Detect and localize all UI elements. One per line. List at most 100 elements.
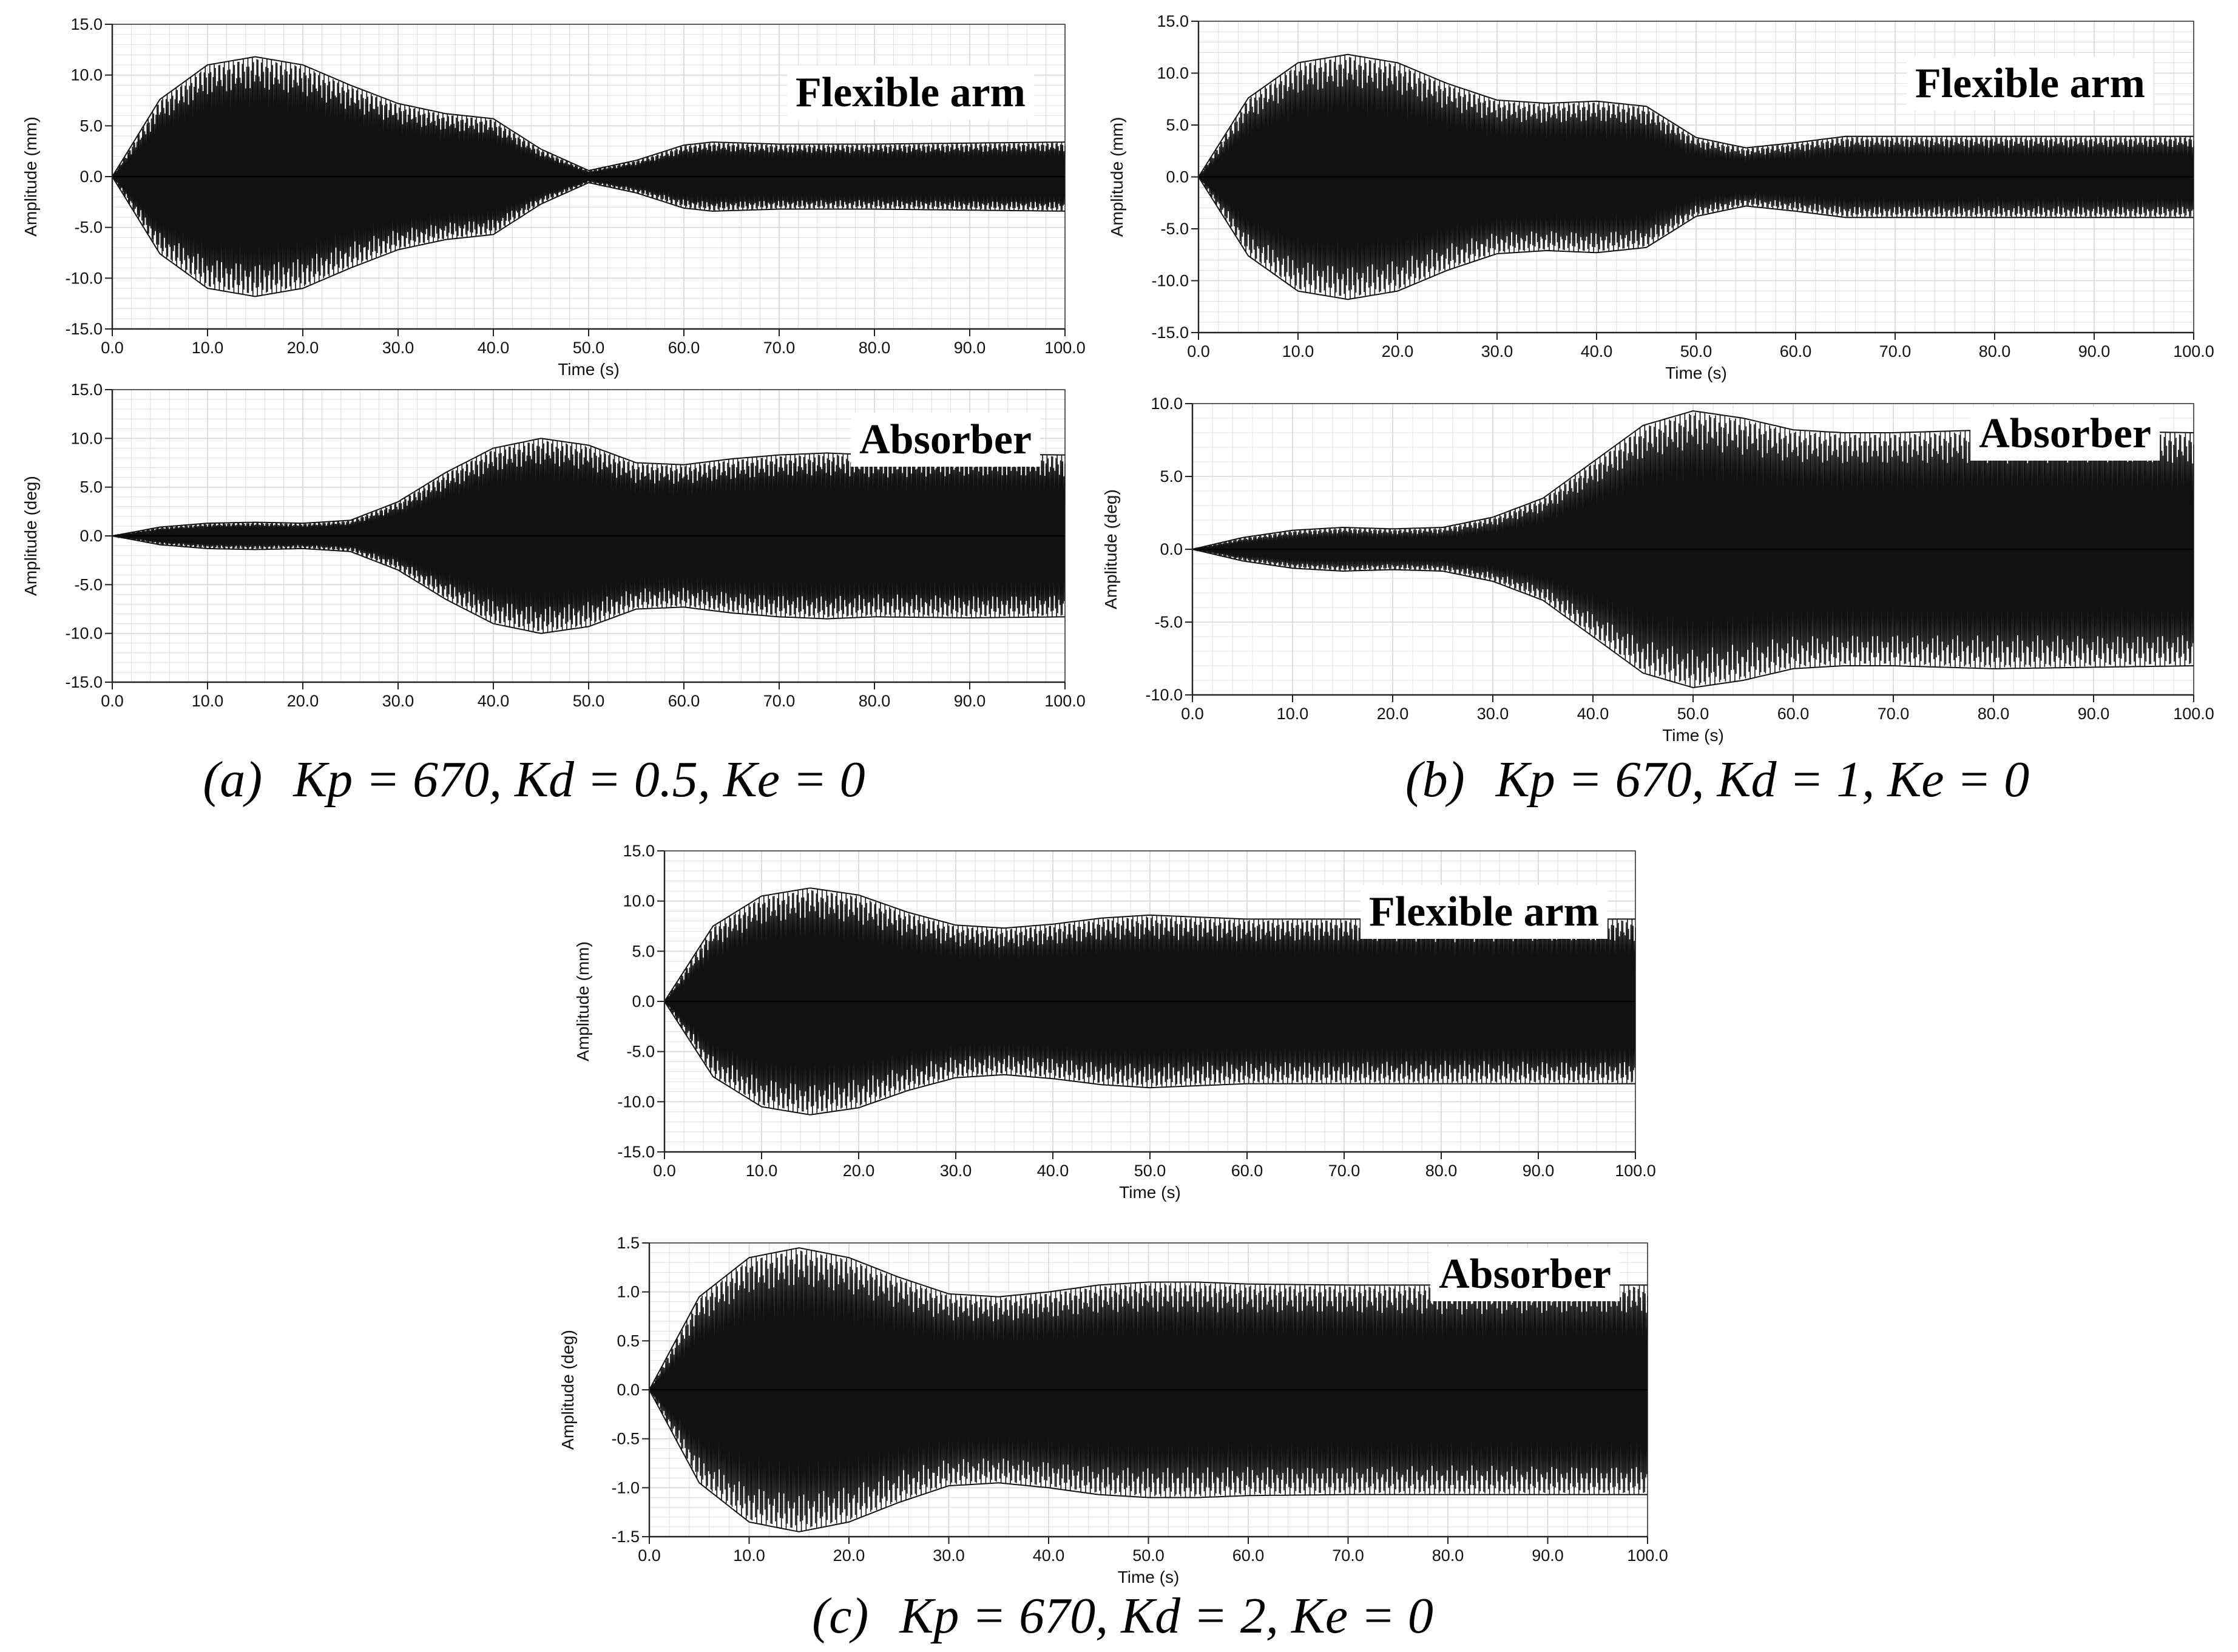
x-tick-label: 100.0	[2173, 705, 2214, 723]
x-tick-label: 40.0	[478, 339, 510, 357]
x-tick-label: 0.0	[653, 1162, 676, 1180]
caption-a: (a) Kp = 670, Kd = 0.5, Ke = 0	[203, 751, 865, 808]
envelope-lower	[112, 176, 1066, 297]
x-tick-label: 100.0	[1044, 692, 1086, 710]
x-tick-label: 80.0	[1432, 1546, 1464, 1565]
x-tick-label: 70.0	[763, 339, 796, 357]
x-tick-label: 100.0	[1627, 1546, 1668, 1565]
x-tick-label: 60.0	[668, 692, 700, 710]
x-tick-label: 60.0	[668, 339, 700, 357]
x-tick-label: 40.0	[1577, 705, 1609, 723]
x-tick-label: 20.0	[1382, 342, 1414, 361]
x-tick-label: 80.0	[859, 339, 891, 357]
x-tick-label: 10.0	[733, 1546, 765, 1565]
y-tick-label: -10.0	[1151, 272, 1189, 290]
x-tick-label: 0.0	[1187, 342, 1210, 361]
y-tick-label: 1.0	[617, 1283, 640, 1301]
x-tick-label: 40.0	[478, 692, 510, 710]
x-tick-label: 60.0	[1232, 1546, 1265, 1565]
x-tick-label: 20.0	[287, 339, 319, 357]
y-tick-label: 10.0	[1157, 64, 1189, 83]
y-tick-label: 5.0	[1166, 116, 1189, 134]
y-tick-label: 15.0	[70, 381, 103, 399]
y-tick-label: 0.0	[632, 992, 655, 1010]
panel-title-backdrop	[1430, 1247, 1620, 1301]
x-tick-label: 50.0	[1680, 342, 1712, 361]
x-tick-label: 20.0	[833, 1546, 865, 1565]
x-tick-label: 10.0	[192, 692, 224, 710]
x-axis-title: Time (s)	[1662, 726, 1724, 745]
x-tick-label: 20.0	[843, 1162, 875, 1180]
x-tick-label: 20.0	[1377, 705, 1409, 723]
x-tick-label: 90.0	[954, 692, 986, 710]
x-axis-title: Time (s)	[1665, 364, 1727, 382]
x-tick-label: 90.0	[2078, 342, 2111, 361]
y-axis-title: Amplitude (deg)	[1101, 489, 1120, 609]
panel-title: Absorber	[1439, 1251, 1611, 1298]
x-tick-label: 10.0	[1277, 705, 1309, 723]
y-tick-label: -10.0	[617, 1092, 655, 1111]
x-tick-label: 50.0	[1132, 1546, 1165, 1565]
x-tick-label: 100.0	[2173, 342, 2214, 361]
x-tick-label: 0.0	[101, 692, 124, 710]
y-tick-label: 5.0	[79, 117, 103, 135]
x-tick-label: 20.0	[287, 692, 319, 710]
x-tick-label: 0.0	[101, 339, 124, 357]
x-tick-label: 70.0	[763, 692, 796, 710]
caption-a-equation: Kp = 670, Kd = 0.5, Ke = 0	[292, 751, 865, 808]
y-tick-label: -0.5	[611, 1430, 640, 1448]
signal-series-1	[112, 439, 1066, 633]
caption-b: (b) Kp = 670, Kd = 1, Ke = 0	[1405, 751, 2029, 808]
y-axis-title: Amplitude (mm)	[21, 117, 40, 237]
y-tick-label: -5.0	[626, 1043, 655, 1061]
y-tick-label: 5.0	[79, 478, 103, 496]
x-tick-label: 50.0	[1677, 705, 1709, 723]
envelope-lower	[649, 1389, 1648, 1532]
x-tick-label: 50.0	[573, 339, 605, 357]
x-tick-label: 0.0	[1181, 705, 1204, 723]
chart-panel-0: Flexible arm 0.0 10.0 20.0 30.0 40.0 50.0 60.0 7…	[21, 15, 1086, 379]
signal-series-3	[1192, 411, 2194, 688]
chart-panel-3: Absorber 0.0 10.0 20.0 30.0 40.0 50.0 60.0 70.0 8…	[1101, 394, 2214, 745]
chart-panel-4: Flexible arm 0.0 10.0 20.0 30.0 40.0 50.0 60.0 7…	[573, 842, 1656, 1202]
envelope-lower	[1198, 176, 2194, 300]
x-tick-label: 50.0	[1134, 1162, 1166, 1180]
y-tick-label: -10.0	[65, 269, 103, 287]
envelope-lower	[664, 1001, 1635, 1115]
panel-title: Absorber	[1979, 410, 2151, 457]
panel-title-backdrop	[1970, 407, 2160, 461]
y-tick-label: 10.0	[70, 66, 103, 84]
y-axis-title: Amplitude (mm)	[1107, 117, 1126, 237]
x-tick-label: 80.0	[1979, 342, 2011, 361]
x-tick-label: 50.0	[573, 692, 605, 710]
x-tick-label: 70.0	[1332, 1546, 1364, 1565]
panel-title-backdrop	[851, 413, 1040, 467]
envelope-upper	[1198, 53, 2194, 178]
chart-panel-5: Absorber 0.0 10.0 20.0 30.0 40.0 50.0 60.0 70.0 8…	[558, 1234, 1668, 1586]
envelope-lower	[112, 535, 1065, 634]
y-tick-label: 10.0	[623, 892, 655, 910]
x-tick-label: 10.0	[1282, 342, 1314, 361]
x-tick-label: 80.0	[1425, 1162, 1458, 1180]
y-tick-label: 0.0	[79, 168, 103, 186]
panel-title: Flexible arm	[796, 69, 1026, 116]
y-tick-label: 10.0	[70, 429, 103, 447]
x-tick-label: 60.0	[1231, 1162, 1263, 1180]
y-tick-label: -1.0	[611, 1478, 640, 1497]
panel-title-backdrop	[786, 66, 1034, 120]
y-tick-label: -10.0	[65, 625, 103, 643]
y-tick-label: -5.0	[74, 218, 103, 237]
y-tick-label: -15.0	[65, 673, 103, 691]
panel-title: Flexible arm	[1369, 889, 1599, 935]
x-tick-label: 90.0	[1523, 1162, 1555, 1180]
caption-c-equation: Kp = 670, Kd = 2, Ke = 0	[899, 1588, 1433, 1644]
y-tick-label: 5.0	[1160, 467, 1183, 486]
charts-layer: Flexible arm 0.0 10.0 20.0 30.0 40.0 50.0 60.0 7…	[21, 12, 2214, 1586]
x-tick-label: 40.0	[1033, 1546, 1065, 1565]
panel-title: Flexible arm	[1915, 60, 2145, 107]
panel-title: Absorber	[859, 416, 1032, 463]
envelope-upper	[112, 56, 1066, 177]
y-tick-label: 0.0	[617, 1381, 640, 1399]
y-tick-label: 0.5	[617, 1332, 640, 1350]
